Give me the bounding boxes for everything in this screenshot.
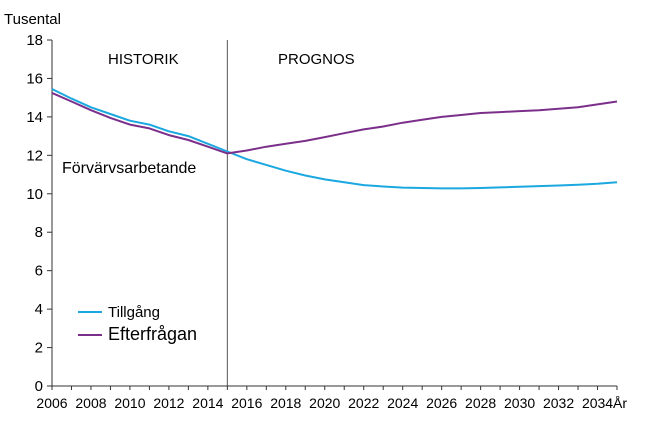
- legend: Tillgång Efterfrågan: [78, 304, 197, 344]
- y-tick-label: 0: [35, 378, 43, 395]
- y-tick-label: 16: [26, 70, 43, 87]
- x-tick-label: 2032: [543, 395, 574, 411]
- series-line-tillgang: [51, 88, 618, 190]
- x-tick-label: 2006: [36, 395, 67, 411]
- x-tick-label: 2028: [465, 395, 496, 411]
- y-tick-label: 4: [35, 301, 43, 318]
- y-tick-label: 12: [26, 147, 43, 164]
- x-tick-label: 2010: [114, 395, 145, 411]
- x-tick-label: 2030: [504, 395, 535, 411]
- y-unit-label: Tusental: [4, 11, 61, 28]
- x-tick-label: 2012: [153, 395, 184, 411]
- x-tick-label: 2022: [348, 395, 379, 411]
- x-tick-label: 2018: [270, 395, 301, 411]
- historik-label: HISTORIK: [108, 51, 179, 68]
- x-tick-label: 2034: [582, 395, 613, 411]
- x-tick-label: 2016: [231, 395, 262, 411]
- x-tick-label: 2014: [192, 395, 223, 411]
- x-unit-label: År: [613, 395, 627, 411]
- y-tick-label: 14: [26, 109, 43, 126]
- y-axis: 0 2 4 6 8 10 12 14 16 18: [26, 32, 52, 395]
- x-tick-label: 2026: [426, 395, 457, 411]
- y-tick-label: 6: [35, 263, 43, 280]
- x-tick-label: 2020: [309, 395, 340, 411]
- series-lines: [51, 88, 618, 190]
- y-tick-label: 8: [35, 224, 43, 241]
- series-line-efterfragan: [51, 91, 618, 155]
- legend-label: Tillgång: [108, 304, 160, 321]
- y-tick-label: 2: [35, 340, 43, 357]
- forvarvsarbetande-label: Förvärvsarbetande: [62, 160, 196, 177]
- y-tick-label: 18: [26, 32, 43, 49]
- x-tick-label: 2024: [387, 395, 418, 411]
- prognos-label: PROGNOS: [278, 51, 355, 68]
- x-axis: 2006 2008 2010 2012 2014 2016 2018 2020 2022 2024…: [36, 386, 618, 411]
- y-tick-label: 10: [26, 186, 43, 203]
- x-tick-label: 2008: [75, 395, 106, 411]
- legend-label: Efterfrågan: [108, 324, 197, 344]
